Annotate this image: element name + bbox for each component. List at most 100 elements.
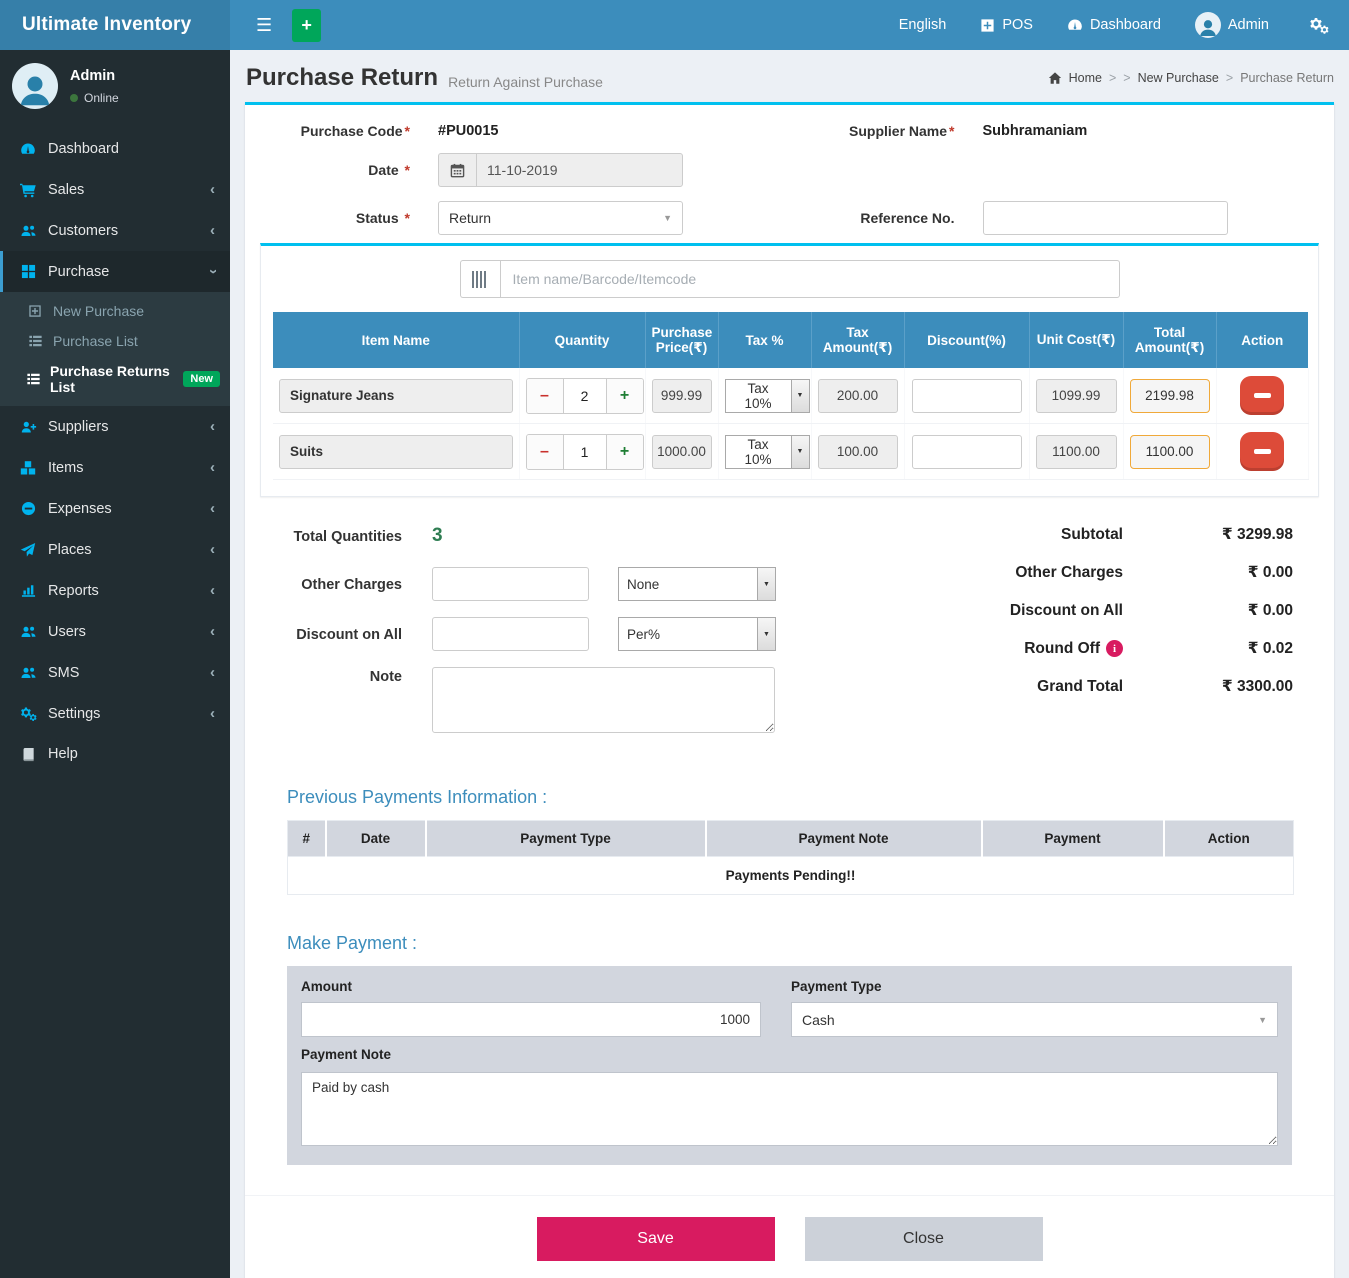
remove-item-button[interactable] (1240, 432, 1284, 471)
sidebar-user-name: Admin (70, 68, 119, 84)
quantity-decrease-button[interactable]: – (527, 379, 564, 413)
sidebar-toggle-icon[interactable]: ☰ (242, 15, 286, 36)
other-charges-input[interactable] (432, 567, 589, 601)
pp-col-payment: Payment (982, 821, 1164, 857)
sidebar-item-expenses[interactable]: Expenses‹ (0, 488, 230, 529)
pos-link[interactable]: POS (980, 17, 1033, 33)
subtotal-label: Subtotal (879, 526, 1123, 544)
chevron-left-icon: ‹ (210, 222, 215, 239)
sidebar-item-help[interactable]: Help (0, 734, 230, 774)
pp-col-payment-note: Payment Note (706, 821, 982, 857)
sidebar-item-users[interactable]: Users‹ (0, 611, 230, 652)
caret-down-icon: ▼ (757, 618, 775, 650)
remove-item-button[interactable] (1240, 376, 1284, 415)
discount-on-all-input[interactable] (432, 617, 589, 651)
minus-icon (1254, 393, 1271, 398)
discount-type-select[interactable]: Per%▼ (618, 617, 776, 651)
unit-cost-value: 1099.99 (1036, 379, 1117, 413)
quick-add-button[interactable]: + (292, 9, 321, 42)
close-button[interactable]: Close (805, 1217, 1043, 1261)
avatar (1195, 12, 1221, 38)
col-discount: Discount(%) (904, 312, 1029, 368)
grand-total-value: ₹ 3300.00 (1123, 677, 1293, 696)
chevron-left-icon: ‹ (210, 705, 215, 722)
new-badge: New (183, 371, 220, 387)
chevron-left-icon: ‹ (210, 459, 215, 476)
status-select[interactable]: Return▼ (438, 201, 683, 235)
sidebar-item-customers[interactable]: Customers‹ (0, 210, 230, 251)
user-menu[interactable]: Admin (1195, 12, 1269, 38)
quantity-input[interactable] (564, 379, 606, 413)
sidebar-item-suppliers[interactable]: Suppliers‹ (0, 406, 230, 447)
info-icon[interactable]: i (1106, 640, 1123, 657)
tax-select[interactable]: Tax 10%▼ (725, 435, 810, 469)
submenu-item-purchase-list[interactable]: Purchase List (0, 326, 230, 356)
summary-panel: Subtotal ₹ 3299.98 Other Charges ₹ 0.00 … (879, 525, 1309, 749)
sidebar-item-sales[interactable]: Sales‹ (0, 169, 230, 210)
payment-type-select[interactable]: Cash▼ (791, 1002, 1278, 1037)
caret-down-icon: ▼ (757, 568, 775, 600)
settings-gears-icon[interactable] (1309, 16, 1329, 34)
users-icon (18, 223, 38, 239)
submenu-item-purchase-returns-list[interactable]: Purchase Returns List New (0, 356, 230, 402)
discount-summary-label: Discount on All (879, 602, 1123, 620)
minus-icon (1254, 449, 1271, 454)
language-menu[interactable]: English (899, 17, 947, 33)
pp-col-date: Date (326, 821, 426, 857)
chevron-left-icon: ‹ (210, 541, 215, 558)
chevron-left-icon: ‹ (210, 664, 215, 681)
item-search-input[interactable] (500, 260, 1120, 298)
dashboard-link[interactable]: Dashboard (1067, 17, 1161, 33)
list-icon (26, 334, 44, 348)
quantity-input[interactable] (564, 435, 606, 469)
purchase-price-value: 999.99 (652, 379, 712, 413)
online-dot-icon (70, 94, 78, 102)
make-payment-section: Make Payment : Amount Payment Type Cash▼ (287, 933, 1292, 1165)
sidebar: Admin Online Dashboard Sales‹ Customers‹… (0, 50, 230, 1278)
subtotal-value: ₹ 3299.98 (1123, 525, 1293, 544)
quantity-increase-button[interactable]: + (606, 379, 643, 413)
payment-note-textarea[interactable]: Paid by cash (301, 1072, 1278, 1146)
quantity-decrease-button[interactable]: – (527, 435, 564, 469)
discount-summary-value: ₹ 0.00 (1123, 601, 1293, 620)
discount-input[interactable] (912, 435, 1022, 469)
breadcrumb-new-purchase[interactable]: New Purchase (1138, 71, 1219, 85)
submenu-item-new-purchase[interactable]: New Purchase (0, 296, 230, 326)
tax-select[interactable]: Tax 10%▼ (725, 379, 810, 413)
quantity-stepper: – + (526, 434, 644, 470)
app-brand[interactable]: Ultimate Inventory (0, 0, 230, 50)
sidebar-item-settings[interactable]: Settings‹ (0, 693, 230, 734)
sidebar-item-dashboard[interactable]: Dashboard (0, 129, 230, 169)
total-quantities-label: Total Quantities (270, 527, 402, 545)
other-charges-summary-value: ₹ 0.00 (1123, 563, 1293, 582)
col-quantity: Quantity (519, 312, 645, 368)
breadcrumb-separator: > (1109, 71, 1116, 85)
users-icon (18, 665, 38, 681)
breadcrumb-separator: > (1226, 71, 1233, 85)
calendar-icon[interactable] (438, 153, 476, 187)
breadcrumb-current: Purchase Return (1240, 71, 1334, 85)
reference-no-input[interactable] (983, 201, 1228, 235)
other-charges-select[interactable]: None▼ (618, 567, 776, 601)
breadcrumb-home[interactable]: Home (1069, 71, 1102, 85)
amount-input[interactable] (301, 1002, 761, 1037)
col-item-name: Item Name (273, 312, 519, 368)
quantity-increase-button[interactable]: + (606, 435, 643, 469)
save-button[interactable]: Save (537, 1217, 775, 1261)
other-charges-label: Other Charges (270, 575, 402, 593)
sidebar-item-sms[interactable]: SMS‹ (0, 652, 230, 693)
date-input[interactable] (476, 153, 683, 187)
purchase-code-label: Purchase Code* (245, 123, 410, 139)
note-textarea[interactable] (432, 667, 775, 733)
sidebar-item-purchase[interactable]: Purchase‹ (0, 251, 230, 292)
sidebar-item-reports[interactable]: Reports‹ (0, 570, 230, 611)
sidebar-item-places[interactable]: Places‹ (0, 529, 230, 570)
main-content: Purchase Return Return Against Purchase … (230, 50, 1349, 1278)
home-icon (1048, 71, 1062, 85)
sidebar-item-items[interactable]: Items‹ (0, 447, 230, 488)
purchase-code-value: #PU0015 (438, 123, 498, 139)
chevron-down-icon: ‹ (204, 269, 221, 274)
col-unit-cost: Unit Cost(₹) (1029, 312, 1123, 368)
pp-col-action: Action (1164, 821, 1294, 857)
discount-input[interactable] (912, 379, 1022, 413)
